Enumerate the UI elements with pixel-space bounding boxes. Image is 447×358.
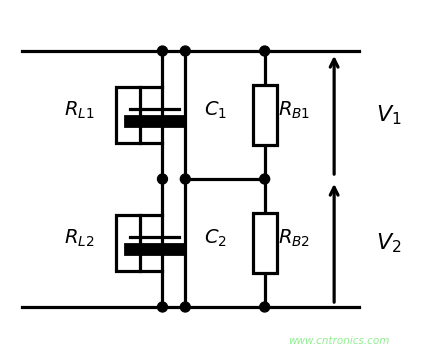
Text: $V_2$: $V_2$ — [376, 231, 401, 255]
Circle shape — [260, 46, 270, 56]
Circle shape — [260, 302, 270, 312]
Circle shape — [260, 174, 270, 184]
Text: $C_2$: $C_2$ — [204, 227, 227, 249]
Text: $R_{L1}$: $R_{L1}$ — [64, 100, 94, 121]
Circle shape — [180, 46, 190, 56]
Text: $C_1$: $C_1$ — [203, 100, 227, 121]
Bar — [116, 87, 139, 143]
Text: $R_{B1}$: $R_{B1}$ — [278, 100, 311, 121]
Text: $R_{B2}$: $R_{B2}$ — [278, 227, 311, 249]
Text: $V_1$: $V_1$ — [376, 103, 401, 127]
Bar — [116, 215, 139, 271]
Text: www.cntronics.com: www.cntronics.com — [288, 336, 390, 346]
Circle shape — [180, 174, 190, 184]
Bar — [253, 85, 277, 145]
Circle shape — [180, 302, 190, 312]
Circle shape — [157, 174, 168, 184]
Circle shape — [157, 302, 168, 312]
Text: $R_{L2}$: $R_{L2}$ — [64, 227, 94, 249]
Bar — [253, 213, 277, 273]
Circle shape — [157, 46, 168, 56]
